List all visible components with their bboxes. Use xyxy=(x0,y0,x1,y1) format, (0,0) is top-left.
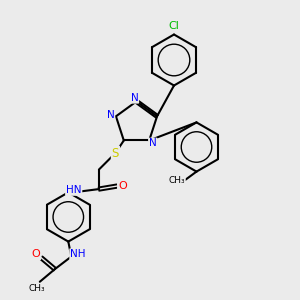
Text: NH: NH xyxy=(70,249,86,259)
Text: N: N xyxy=(130,93,138,103)
Text: Cl: Cl xyxy=(169,21,179,31)
Text: O: O xyxy=(118,181,127,191)
Text: CH₃: CH₃ xyxy=(168,176,185,185)
Text: N: N xyxy=(107,110,114,120)
Text: HN: HN xyxy=(66,185,82,195)
Text: O: O xyxy=(32,249,40,259)
Text: S: S xyxy=(112,147,119,160)
Text: CH₃: CH₃ xyxy=(28,284,45,293)
Text: N: N xyxy=(149,139,157,148)
